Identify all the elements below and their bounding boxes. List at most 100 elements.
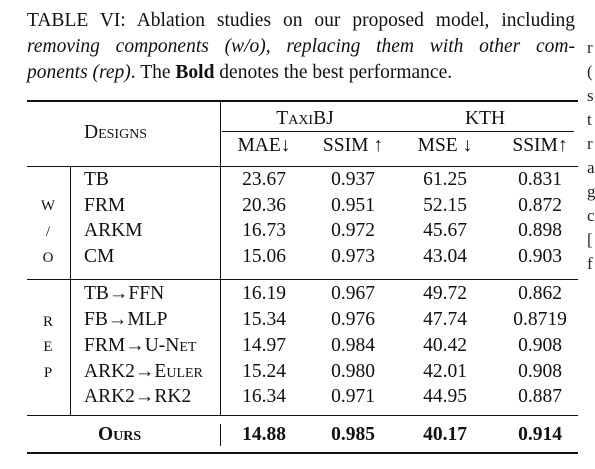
row-design-name: FRM (84, 195, 126, 216)
cell-value: 14.97 (242, 335, 286, 356)
row-design-name-smallcaps: Euler (154, 361, 203, 382)
cell-value-best: 40.17 (423, 424, 467, 445)
edge-char: r (587, 38, 593, 57)
cell-value: 43.04 (423, 246, 467, 267)
wo-right-vline (220, 167, 221, 279)
wo-left-vline (70, 167, 71, 279)
wo-rule (27, 279, 578, 280)
cell-value: 0.8719 (513, 309, 567, 330)
cell-value: 47.74 (423, 309, 467, 330)
cell-value: 0.903 (518, 246, 562, 267)
row-design-name: FRM→U-Net (84, 334, 196, 358)
row-design-name: ARK2→Euler (84, 360, 203, 384)
cell-value: 16.73 (242, 220, 286, 241)
edge-char: g (587, 182, 595, 201)
cell-value: 0.972 (331, 220, 375, 241)
rep-group-letter-r: R (42, 314, 53, 330)
cell-value: 0.973 (331, 246, 375, 267)
col-mae-header: MAE↓ (237, 135, 291, 156)
header-vline (220, 102, 221, 166)
edge-char: ( (587, 62, 593, 81)
cell-value: 0.984 (331, 335, 375, 356)
taxibj-header: TaxiBJ (276, 108, 334, 129)
cell-value: 52.15 (423, 195, 467, 216)
ours-vline (220, 424, 221, 446)
col-ssim-taxibj-header: SSIM ↑ (322, 135, 384, 156)
row-design-name: ARK2→RK2 (84, 386, 192, 407)
edge-char: c (587, 206, 595, 225)
cell-value: 0.887 (518, 386, 562, 407)
cell-value: 0.908 (518, 361, 562, 382)
row-design-name: ARKM (84, 220, 143, 241)
row-design-name: TB→FFN (84, 283, 165, 304)
caption-line3-italic: ponents (rep) (27, 62, 131, 83)
cell-value: 49.72 (423, 283, 467, 304)
cell-value: 0.908 (518, 335, 562, 356)
cell-value: 15.06 (242, 246, 286, 267)
edge-char: t (587, 110, 592, 129)
cell-value: 20.36 (242, 195, 286, 216)
caption-line3-bold: Bold (175, 62, 215, 83)
cell-value: 0.937 (331, 169, 375, 190)
wo-group-letter-w: W (40, 198, 56, 214)
cell-value: 0.831 (518, 169, 562, 190)
cell-value: 15.34 (242, 309, 286, 330)
cell-value-best: 14.88 (242, 424, 286, 445)
cell-value-best: 0.914 (518, 424, 562, 445)
rep-right-vline (220, 280, 221, 415)
col-ssim-kth-header: SSIM↑ (512, 135, 568, 156)
rep-group-letter-p: P (43, 365, 53, 381)
edge-char: a (587, 158, 595, 177)
caption-line2-text: removing components (w/o), replacing the… (27, 36, 575, 57)
cell-value: 16.19 (242, 283, 286, 304)
edge-char: f (587, 254, 593, 273)
edge-char: s (587, 86, 594, 105)
cell-value: 61.25 (423, 169, 467, 190)
dataset-subrule (222, 131, 574, 132)
caption-line3-mid: . The (130, 62, 176, 83)
rep-left-vline (70, 280, 71, 415)
cell-value: 0.951 (331, 195, 375, 216)
kth-header: KTH (464, 108, 506, 129)
row-design-name-prefix: ARK2→ (84, 361, 155, 382)
cell-value: 40.42 (423, 335, 467, 356)
cell-value: 45.67 (423, 220, 467, 241)
cell-value: 23.67 (242, 169, 286, 190)
top-rule (27, 100, 578, 102)
cell-value: 0.967 (331, 283, 375, 304)
wo-group-letter-slash: / (45, 224, 51, 240)
designs-header: Designs (84, 122, 148, 143)
caption-line-2: removing components (w/o), replacing the… (27, 34, 575, 60)
caption-line-1: TABLE VI: Ablation studies on our propos… (27, 8, 575, 34)
row-design-name: FB→MLP (84, 309, 168, 330)
cell-value: 0.872 (518, 195, 562, 216)
caption-line1-text: Ablation studies on our proposed model, … (125, 10, 575, 31)
cell-value: 0.980 (331, 361, 375, 382)
caption-label: TABLE VI: (27, 10, 126, 31)
ours-label: Ours (98, 424, 142, 445)
row-design-name: TB (84, 169, 109, 190)
cell-value: 0.976 (331, 309, 375, 330)
cell-value: 15.24 (242, 361, 286, 382)
cell-value: 16.34 (242, 386, 286, 407)
caption-line-3: ponents (rep). The Bold denotes the best… (27, 60, 575, 86)
cell-value: 0.971 (331, 386, 375, 407)
col-mse-header: MSE ↓ (417, 135, 473, 156)
cell-value: 0.898 (518, 220, 562, 241)
cell-value: 0.862 (518, 283, 562, 304)
edge-char: r (587, 134, 593, 153)
edge-char: [ (587, 230, 593, 249)
cell-value: 44.95 (423, 386, 467, 407)
table-caption: TABLE VI: Ablation studies on our propos… (27, 8, 575, 86)
wo-group-letter-o: O (42, 250, 54, 266)
row-design-name-smallcaps: U-Net (144, 335, 197, 356)
bottom-rule (27, 452, 578, 454)
cell-value: 42.01 (423, 361, 467, 382)
rep-group-letter-e: E (43, 339, 53, 355)
header-rule (27, 166, 578, 167)
row-design-name: CM (84, 246, 115, 267)
rep-rule (27, 415, 578, 416)
caption-line3-end: denotes the best performance. (214, 62, 453, 83)
row-design-name-prefix: FRM→ (84, 335, 145, 356)
cell-value-best: 0.985 (331, 424, 375, 445)
